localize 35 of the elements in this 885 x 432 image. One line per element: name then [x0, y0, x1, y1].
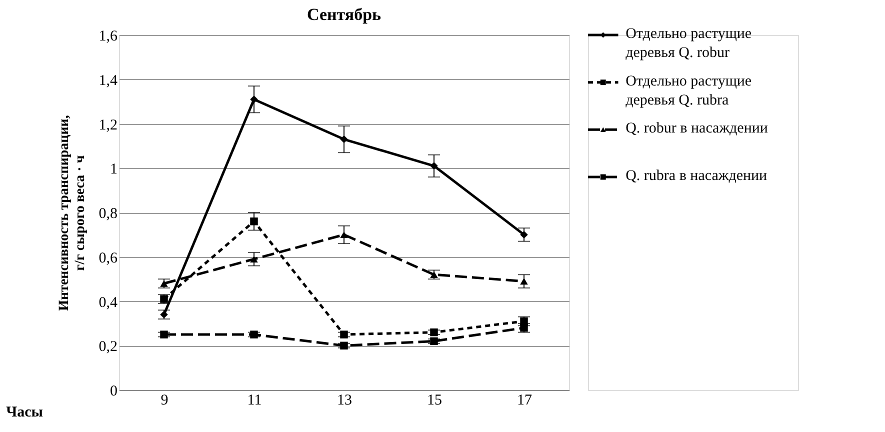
x-tick-label: 15: [427, 392, 442, 408]
point: [340, 342, 348, 350]
legend-label: Отдельно растущие деревья Q. robur: [626, 26, 752, 61]
point: [250, 218, 258, 226]
point: [250, 95, 258, 104]
y-tick-label: 1,6: [98, 28, 118, 44]
legend-label: Q. robur в насаждении: [626, 120, 768, 137]
point: [520, 230, 528, 239]
point: [250, 256, 258, 262]
y-tick-label: 0,6: [98, 250, 118, 266]
chart-title: Сентябрь: [306, 5, 382, 24]
y-tick-label: 1,4: [98, 72, 118, 89]
point: [340, 135, 348, 144]
x-tick-label: 13: [337, 392, 352, 408]
y-tick-label: 0,2: [98, 339, 118, 356]
y-tick-label: 0: [110, 384, 118, 400]
y-tick-label: 0,4: [98, 294, 118, 311]
x-tick-label: 17: [517, 392, 532, 408]
y-tick-label: 1,2: [98, 117, 118, 134]
x-tick-label: 11: [247, 392, 262, 408]
x-tick-label: 9: [160, 392, 168, 408]
point: [340, 330, 348, 338]
x-axis-title: Часы: [6, 404, 44, 420]
point: [430, 162, 438, 170]
legend-label: Отдельно растущие деревья Q. rubra: [626, 73, 752, 108]
point: [340, 231, 348, 238]
point: [250, 330, 258, 338]
y-axis-title: Интенсивность транспирации, г/г сырого веса · ч: [56, 115, 88, 311]
point: [430, 337, 438, 346]
y-tick-label: 0,8: [98, 206, 118, 222]
y-tick-label: 1: [110, 162, 118, 178]
point: [430, 328, 438, 336]
point: [520, 278, 528, 285]
point: [160, 330, 168, 338]
legend-label: Q. rubra в насаждении: [626, 168, 768, 184]
